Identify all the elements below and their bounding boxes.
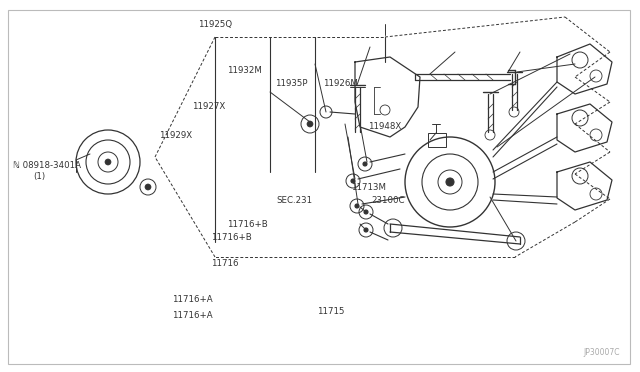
Circle shape [351, 179, 355, 183]
Text: 23100C: 23100C [371, 196, 404, 205]
Circle shape [307, 121, 313, 127]
Text: 11932M: 11932M [227, 66, 262, 75]
Circle shape [145, 184, 151, 190]
Text: 11935P: 11935P [275, 79, 308, 88]
Text: 11713M: 11713M [351, 183, 386, 192]
Circle shape [355, 204, 359, 208]
Text: 11716: 11716 [211, 259, 239, 268]
Circle shape [105, 159, 111, 165]
Circle shape [364, 228, 368, 232]
Circle shape [446, 178, 454, 186]
Text: 11716+A: 11716+A [172, 295, 212, 304]
Text: 11927X: 11927X [192, 102, 225, 110]
Text: SEC.231: SEC.231 [276, 196, 312, 205]
Text: 11925Q: 11925Q [198, 20, 232, 29]
Bar [428, 133, 446, 147]
Text: 11716+A: 11716+A [172, 311, 212, 320]
Text: ℕ 08918-3401A: ℕ 08918-3401A [13, 161, 81, 170]
Text: 11926M: 11926M [323, 79, 358, 88]
Text: 11716+B: 11716+B [211, 233, 252, 242]
Circle shape [363, 162, 367, 166]
Text: 11716+B: 11716+B [227, 220, 268, 229]
Text: 11715: 11715 [317, 307, 344, 316]
Text: 11929X: 11929X [159, 131, 192, 140]
Text: 11948X: 11948X [368, 122, 401, 131]
Circle shape [364, 210, 368, 214]
Text: (1): (1) [33, 172, 45, 181]
Text: JP30007C: JP30007C [584, 348, 620, 357]
